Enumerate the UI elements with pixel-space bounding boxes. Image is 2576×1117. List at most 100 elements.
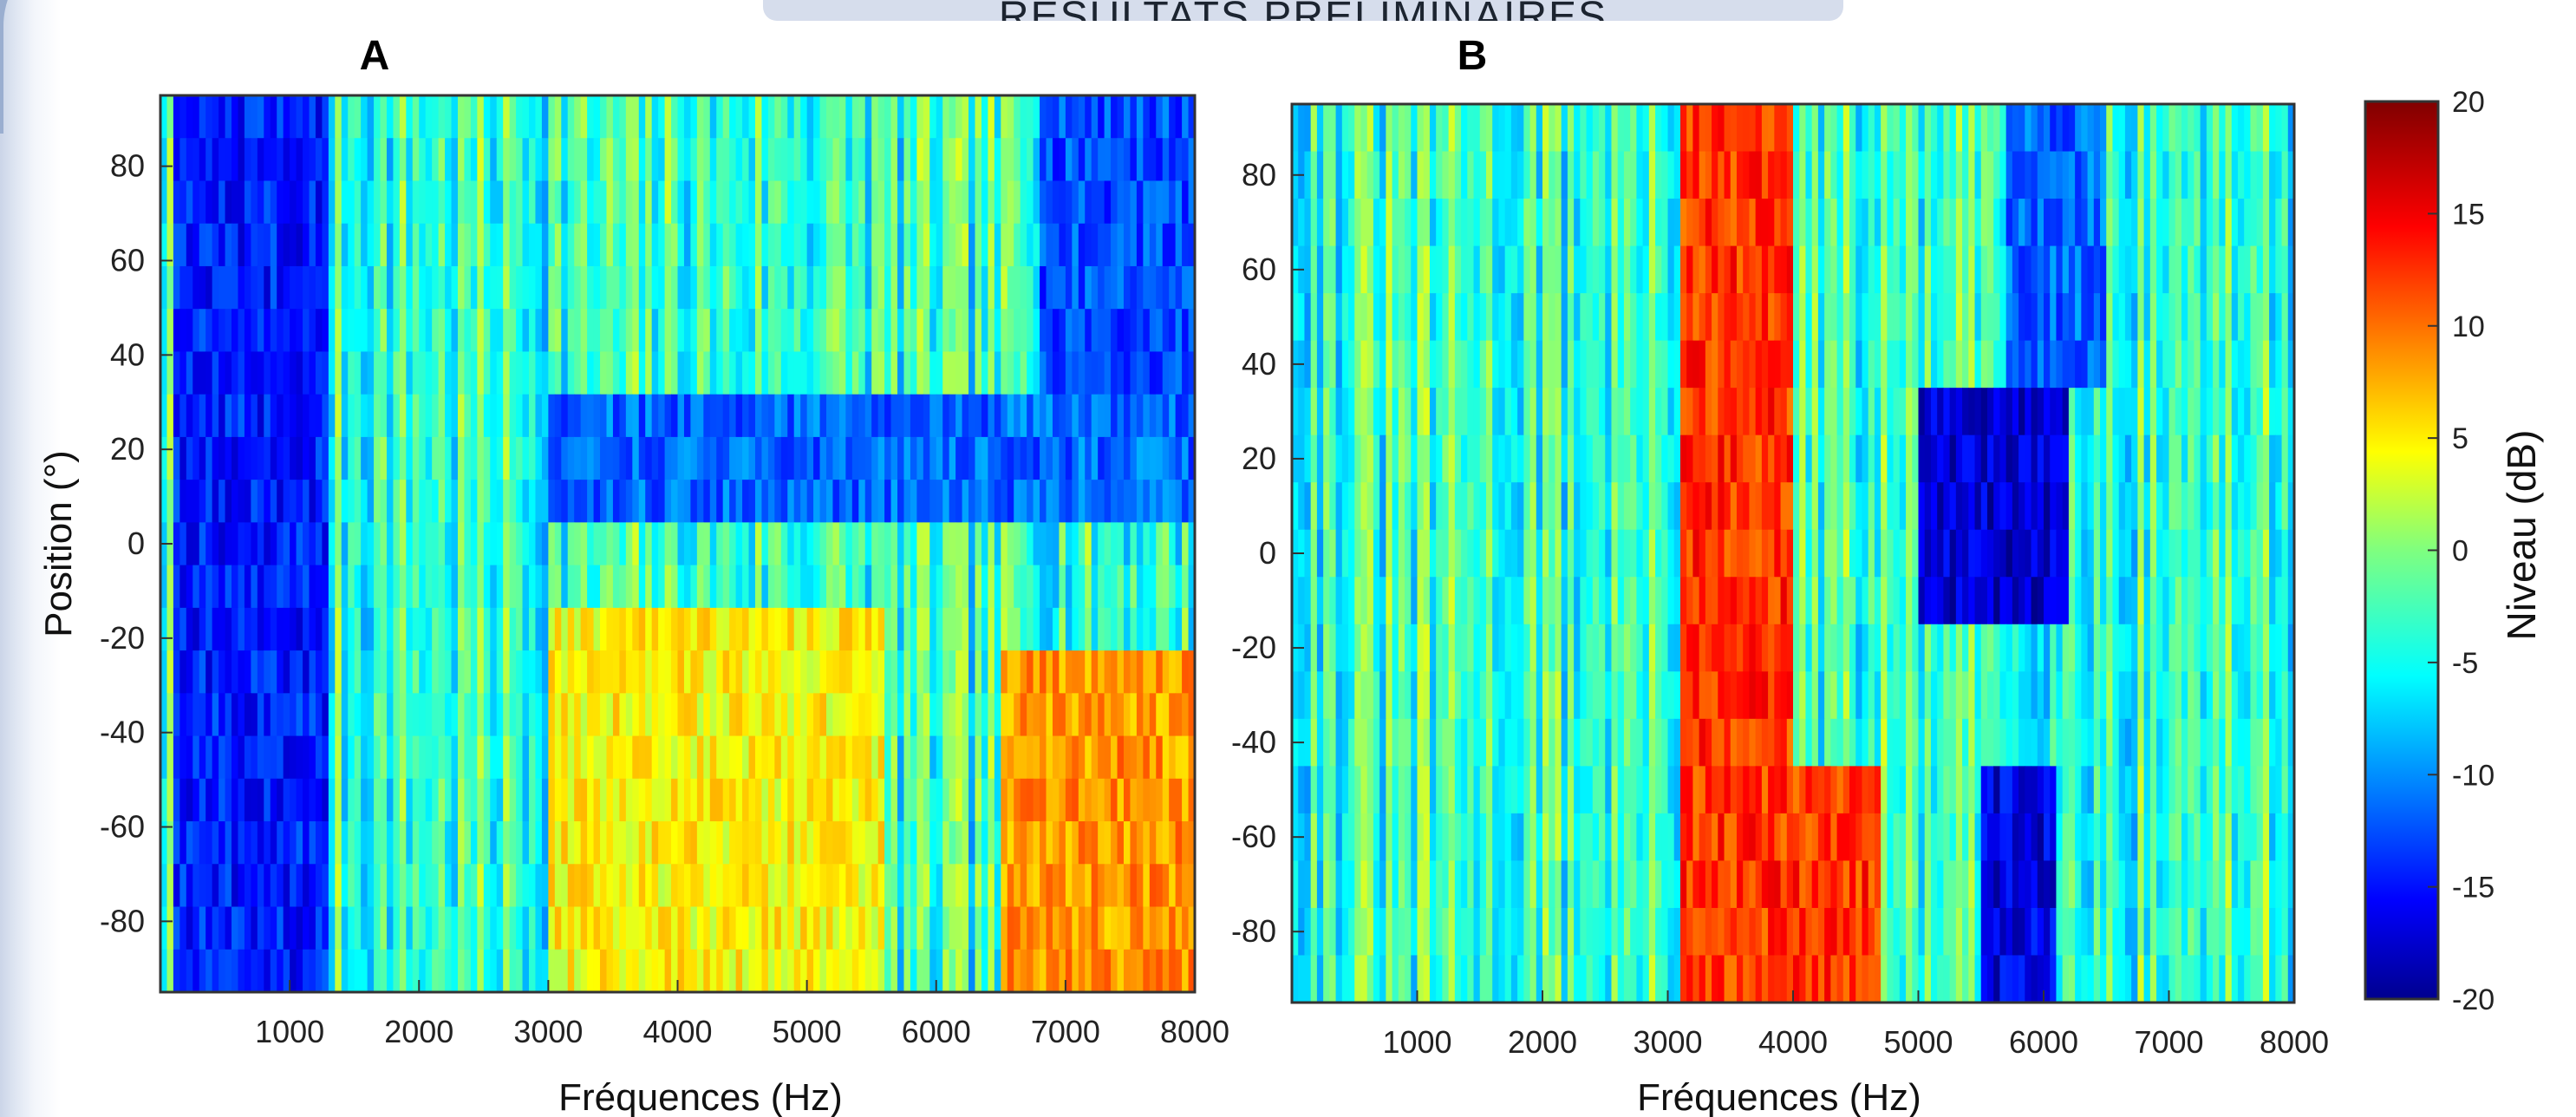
heatmap-cell [205,949,213,993]
heatmap-cell [296,949,303,993]
heatmap-cell [2237,151,2245,199]
heatmap-cell [2068,151,2076,199]
heatmap-cell [754,735,763,780]
heatmap-cell [2100,245,2107,294]
heatmap-cell [1162,778,1170,822]
heatmap-cell [186,436,193,480]
heatmap-cell [516,778,524,822]
heatmap-cell [1817,199,1825,247]
heatmap-cell [1699,482,1706,531]
heatmap-cell [929,565,937,609]
heatmap-cell [729,864,737,908]
heatmap-cell [1078,735,1086,780]
heatmap-cell [567,138,575,182]
heatmap-cell [955,394,963,438]
heatmap-cell [1529,151,1537,199]
heatmap-cell [2256,293,2264,342]
heatmap-cell [658,565,666,609]
heatmap-cell [361,693,368,737]
heatmap-cell [593,436,601,480]
heatmap-cell [186,480,193,523]
heatmap-cell [975,906,982,950]
heatmap-cell [218,650,226,694]
heatmap-cell [1912,529,1920,578]
heatmap-cell [257,95,264,139]
heatmap-cell [2137,245,2145,294]
heatmap-cell [975,265,982,310]
heatmap-cell [238,778,245,822]
heatmap-cell [1130,693,1138,737]
heatmap-cell [754,436,763,480]
heatmap-cell [393,864,401,908]
heatmap-cell [709,180,717,225]
heatmap-cell [264,351,271,395]
heatmap-cell [1040,778,1047,822]
heatmap-cell [936,309,943,353]
heatmap-cell [451,906,459,950]
heatmap-cell [703,309,711,353]
heatmap-cell [374,735,382,780]
heatmap-cell [1636,388,1644,436]
heatmap-cell [1454,388,1462,436]
heatmap-cell [813,864,821,908]
heatmap-cell [2156,151,2163,199]
heatmap-cell [800,650,808,694]
heatmap-cell [1033,522,1040,566]
heatmap-cell [1143,650,1151,694]
heatmap-cell [2068,293,2076,342]
heatmap-cell [813,95,821,139]
heatmap-cell [748,565,756,609]
heatmap-cell [1667,340,1675,389]
heatmap-cell [703,351,711,395]
heatmap-cell [897,565,905,609]
heatmap-cell [2225,104,2233,153]
heatmap-cell [212,138,219,182]
heatmap-cell [787,351,795,395]
heatmap-cell [683,607,692,651]
heatmap-cell [955,864,963,908]
heatmap-cell [683,864,692,908]
heatmap-cell [406,480,414,523]
heatmap-cell [1085,138,1092,182]
heatmap-cell [1123,735,1131,780]
heatmap-cell [1648,104,1656,153]
heatmap-cell [1830,293,1838,342]
heatmap-cell [1786,340,1794,389]
heatmap-cell [709,693,717,737]
heatmap-cell [722,223,730,267]
heatmap-cell [380,949,388,993]
heatmap-cell [166,864,174,908]
heatmap-cell [264,607,271,651]
heatmap-cell [780,693,788,737]
heatmap-cell [2206,388,2214,436]
heatmap-cell [1373,151,1380,199]
heatmap-cell [1830,340,1838,389]
heatmap-cell [2031,340,2038,389]
heatmap-cell [975,778,982,822]
heatmap-cell [962,351,969,395]
heatmap-cell [754,821,763,865]
heatmap-cell [232,480,239,523]
heatmap-cell [554,95,562,139]
heatmap-cell [923,394,930,438]
heatmap-cell [1040,480,1047,523]
heatmap-cell [503,394,511,438]
heatmap-cell [1799,340,1807,389]
heatmap-cell [658,650,666,694]
heatmap-cell [949,265,956,310]
heatmap-cell [696,351,704,395]
heatmap-cell [884,138,892,182]
heatmap-cell [1793,151,1800,199]
heatmap-cell [1169,351,1177,395]
heatmap-cell [348,480,355,523]
heatmap-cell [361,522,368,566]
heatmap-cell [1599,245,1606,294]
heatmap-cell [1479,388,1487,436]
heatmap-cell [761,821,769,865]
heatmap-cell [522,480,530,523]
heatmap-cell [2118,434,2126,483]
heatmap-cell [1887,482,1895,531]
y-tick-label: 80 [110,148,145,184]
heatmap-cell [166,138,174,182]
heatmap-cell [1442,434,1450,483]
